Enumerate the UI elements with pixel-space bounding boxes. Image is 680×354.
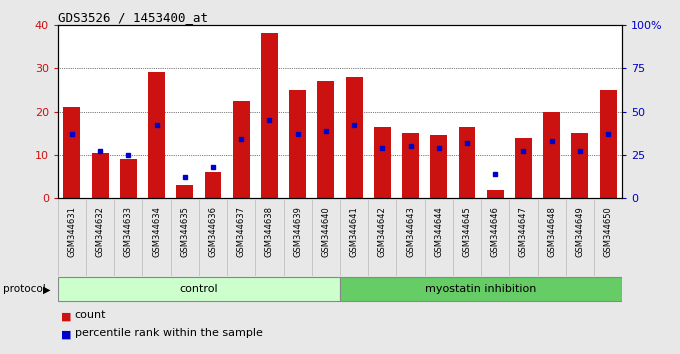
Bar	[289, 90, 306, 198]
Bar	[600, 90, 617, 198]
Bar	[571, 133, 588, 198]
Text: GSM344631: GSM344631	[67, 206, 76, 257]
Text: percentile rank within the sample: percentile rank within the sample	[75, 328, 262, 338]
Bar	[487, 190, 504, 198]
Text: GSM344650: GSM344650	[604, 206, 613, 257]
Text: count: count	[75, 310, 106, 320]
Bar	[402, 133, 419, 198]
Bar	[233, 101, 250, 198]
Text: ■: ■	[61, 329, 71, 339]
Text: GSM344635: GSM344635	[180, 206, 189, 257]
Bar	[515, 137, 532, 198]
Text: GSM344646: GSM344646	[491, 206, 500, 257]
Text: GSM344639: GSM344639	[293, 206, 302, 257]
Text: GSM344641: GSM344641	[350, 206, 358, 257]
Text: GSM344633: GSM344633	[124, 206, 133, 257]
Text: GSM344634: GSM344634	[152, 206, 161, 257]
Text: GSM344640: GSM344640	[322, 206, 330, 257]
Text: GSM344647: GSM344647	[519, 206, 528, 257]
Text: GSM344649: GSM344649	[575, 206, 584, 257]
Bar	[176, 185, 193, 198]
Text: GSM344636: GSM344636	[209, 206, 218, 257]
Bar	[430, 135, 447, 198]
Text: GSM344645: GSM344645	[462, 206, 471, 257]
Bar	[345, 77, 362, 198]
Bar	[148, 73, 165, 198]
Text: GSM344637: GSM344637	[237, 206, 245, 257]
Text: protocol: protocol	[3, 284, 46, 295]
Text: GDS3526 / 1453400_at: GDS3526 / 1453400_at	[58, 11, 208, 24]
Bar	[58, 278, 340, 301]
Text: ▶: ▶	[43, 284, 50, 295]
Text: GSM344644: GSM344644	[435, 206, 443, 257]
Bar	[318, 81, 335, 198]
Bar	[543, 112, 560, 198]
Text: GSM344632: GSM344632	[96, 206, 105, 257]
Bar	[92, 153, 109, 198]
Bar	[458, 127, 475, 198]
Bar	[205, 172, 222, 198]
Text: GSM344642: GSM344642	[378, 206, 387, 257]
Text: ■: ■	[61, 312, 71, 321]
Bar	[374, 127, 391, 198]
Text: GSM344648: GSM344648	[547, 206, 556, 257]
Bar	[340, 278, 622, 301]
Text: GSM344638: GSM344638	[265, 206, 274, 257]
Text: GSM344643: GSM344643	[406, 206, 415, 257]
Bar	[63, 107, 80, 198]
Bar	[120, 159, 137, 198]
Text: control: control	[180, 284, 218, 294]
Bar	[261, 33, 278, 198]
Text: myostatin inhibition: myostatin inhibition	[426, 284, 537, 294]
